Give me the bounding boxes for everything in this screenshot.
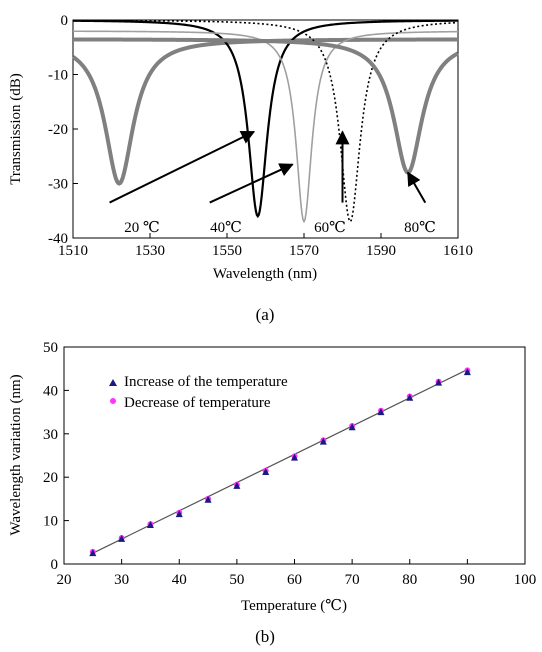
data-point-increase [233, 481, 241, 489]
annotation-arrow [109, 130, 256, 204]
legend-label-increase: Increase of the temperature [124, 374, 288, 390]
legend-b: Increase of the temperature Decrease of … [109, 374, 288, 411]
ytick-label-a: -30 [48, 177, 68, 193]
xaxis-label-a: Wavelength (nm) [213, 266, 317, 282]
annotation-label: 20 ℃ [124, 220, 160, 236]
ytick-label-b: 0 [51, 557, 59, 573]
annotation-arrow [407, 171, 427, 204]
xtick-label-b: 80 [402, 572, 417, 588]
yaxis-label-a: Transmission (dB) [8, 73, 24, 185]
xtick-label-a: 1510 [58, 243, 88, 259]
ytick-label-a: -10 [48, 68, 68, 84]
data-point-increase [204, 495, 212, 503]
panel-label-b: (b) [255, 627, 275, 646]
data-point-increase [348, 423, 356, 431]
legend-label-decrease: Decrease of temperature [124, 395, 271, 411]
xtick-label-a: 1610 [443, 243, 473, 259]
ytick-label-b: 20 [43, 470, 58, 486]
xtick-label-b: 100 [514, 572, 537, 588]
xtick-label-b: 90 [460, 572, 475, 588]
xaxis-label-b: Temperature (℃) [241, 598, 347, 614]
xtick-label-b: 20 [57, 572, 72, 588]
data-point-increase [291, 453, 298, 461]
transmission-curve [73, 37, 459, 175]
legend-triangle-marker [109, 379, 117, 386]
annotation-label: 60℃ [314, 220, 346, 236]
transmission-curve [72, 19, 459, 219]
annotation-label: 80℃ [404, 220, 436, 236]
data-point-increase [435, 378, 443, 386]
panel-b: 20 30 40 50 60 70 80 90 100 0 10 20 30 40 50 Increase … [8, 340, 536, 646]
xtick-label-a: 1590 [366, 243, 396, 259]
annotation-arrow [209, 163, 294, 204]
xtick-label-a: 1570 [289, 243, 319, 259]
xtick-label-b: 30 [114, 572, 129, 588]
xtick-label-a: 1550 [212, 243, 242, 259]
annotation-label: 40℃ [210, 220, 242, 236]
data-point-increase [118, 534, 126, 542]
ytick-label-b: 30 [43, 427, 58, 443]
xtick-label-b: 40 [172, 572, 187, 588]
ytick-label-b: 10 [43, 514, 58, 530]
ytick-label-a: -20 [48, 122, 68, 138]
panel-label-a: (a) [256, 305, 275, 324]
xtick-label-b: 70 [345, 572, 360, 588]
xtick-label-b: 60 [287, 572, 302, 588]
panel-a: 20 ℃ 40℃ 60℃ 80℃ 1510 1530 1550 1570 1590 1610 0 -… [8, 13, 473, 324]
data-point-increase [377, 408, 385, 416]
data-point-increase [319, 437, 327, 445]
data-point-increase [463, 368, 471, 376]
ytick-label-b: 40 [43, 383, 58, 399]
data-point-increase [89, 549, 97, 557]
transmission-curve [73, 19, 459, 223]
yaxis-label-b: Wavelength variation (nm) [8, 374, 24, 535]
legend-circle-marker [110, 398, 116, 404]
data-point-increase [146, 520, 154, 528]
xtick-label-a: 1530 [135, 243, 165, 259]
ytick-label-a: 0 [61, 13, 69, 29]
xtick-label-b: 50 [229, 572, 244, 588]
data-point-increase [262, 467, 270, 475]
data-point-increase [406, 393, 414, 401]
data-point-increase [175, 510, 183, 518]
fit-line [92, 369, 468, 554]
ytick-label-b: 50 [43, 340, 58, 356]
ytick-label-a: -40 [48, 231, 68, 247]
